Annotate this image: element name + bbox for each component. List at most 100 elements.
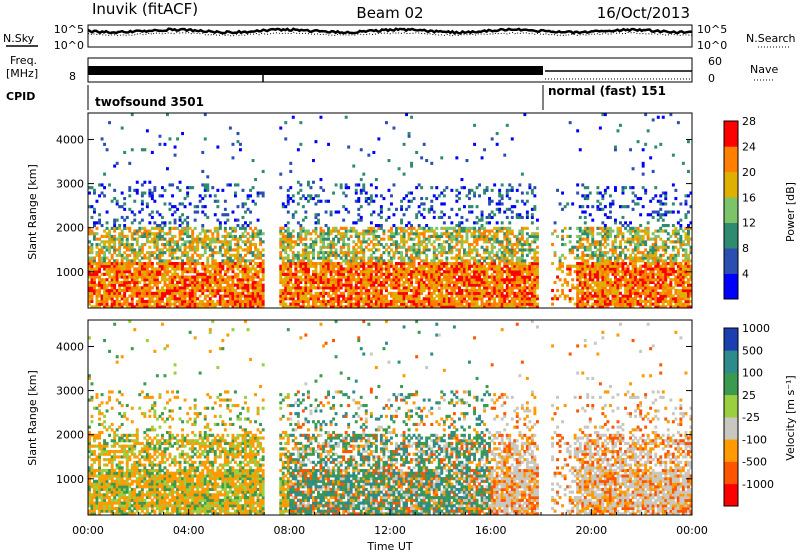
radar-cell bbox=[342, 259, 346, 263]
radar-cell bbox=[576, 291, 580, 295]
radar-cell bbox=[588, 294, 592, 298]
radar-cell bbox=[400, 289, 404, 293]
radar-cell bbox=[364, 272, 368, 276]
freq-label-1: Freq. bbox=[10, 54, 37, 67]
radar-cell bbox=[301, 229, 305, 233]
radar-cell bbox=[591, 240, 595, 244]
radar-cell bbox=[528, 234, 532, 239]
radar-cell bbox=[133, 218, 137, 222]
radar-cell bbox=[495, 234, 499, 239]
radar-cell bbox=[299, 297, 303, 301]
radar-cell bbox=[249, 302, 253, 306]
radar-cell bbox=[407, 245, 411, 249]
radar-cell bbox=[289, 275, 293, 279]
radar-cell bbox=[364, 270, 368, 274]
radar-cell bbox=[468, 262, 471, 266]
radar-cell bbox=[536, 262, 539, 266]
radar-cell bbox=[460, 272, 464, 276]
radar-cell bbox=[591, 243, 595, 247]
radar-cell bbox=[475, 291, 479, 295]
radar-cell bbox=[143, 278, 147, 282]
radar-cell bbox=[445, 272, 449, 276]
radar-cell bbox=[551, 232, 555, 236]
radar-cell bbox=[291, 259, 295, 263]
radar-cell bbox=[100, 245, 104, 249]
radar-cell bbox=[93, 286, 96, 290]
radar-cell bbox=[440, 226, 444, 230]
radar-cell bbox=[488, 253, 492, 257]
radar-cell bbox=[468, 264, 471, 268]
radar-cell bbox=[294, 302, 298, 306]
radar-cell bbox=[578, 215, 582, 220]
radar-cell bbox=[286, 275, 290, 279]
radar-cell bbox=[359, 305, 363, 309]
radar-cell bbox=[415, 234, 419, 239]
radar-cell bbox=[523, 283, 527, 287]
radar-cell bbox=[208, 264, 212, 268]
radar-cell bbox=[591, 267, 595, 271]
radar-cell bbox=[553, 229, 557, 233]
radar-cell bbox=[213, 280, 217, 285]
radar-cell bbox=[596, 283, 600, 287]
radar-cell bbox=[261, 291, 265, 295]
radar-cell bbox=[415, 243, 419, 247]
radar-cell bbox=[588, 191, 592, 195]
radar-cell bbox=[110, 226, 114, 230]
radar-cell bbox=[478, 278, 482, 282]
radar-cell bbox=[377, 267, 381, 271]
radar-cell bbox=[518, 240, 522, 244]
radar-cell bbox=[191, 253, 195, 257]
radar-cell bbox=[93, 262, 96, 266]
radar-cell bbox=[155, 240, 159, 244]
radar-cell bbox=[385, 262, 388, 266]
radar-cell bbox=[256, 229, 260, 233]
radar-cell bbox=[601, 270, 605, 274]
radar-cell bbox=[173, 299, 177, 304]
radar-cell bbox=[256, 291, 260, 295]
radar-cell bbox=[458, 224, 461, 228]
radar-cell bbox=[473, 142, 477, 146]
radar-cell bbox=[231, 270, 235, 274]
radar-cell bbox=[203, 205, 207, 209]
radar-cell bbox=[314, 243, 318, 247]
radar-cell bbox=[354, 297, 358, 301]
radar-cell bbox=[561, 237, 565, 241]
radar-cell bbox=[586, 248, 590, 252]
radar-cell bbox=[135, 180, 139, 184]
radar-cell bbox=[377, 289, 381, 293]
radar-cell bbox=[211, 234, 215, 239]
radar-cell bbox=[218, 270, 222, 274]
radar-cell bbox=[498, 299, 502, 304]
radar-cell bbox=[405, 297, 409, 301]
radar-cell bbox=[568, 297, 572, 301]
radar-cell bbox=[173, 243, 177, 247]
radar-cell bbox=[435, 283, 439, 287]
radar-cell bbox=[153, 267, 157, 271]
radar-cell bbox=[490, 289, 494, 293]
radar-cell bbox=[450, 297, 454, 301]
radar-cell bbox=[291, 283, 295, 287]
radar-cell bbox=[367, 256, 371, 260]
radar-cell bbox=[191, 299, 195, 304]
radar-cell bbox=[596, 272, 600, 276]
radar-cell bbox=[201, 278, 205, 282]
radar-cell bbox=[334, 256, 338, 260]
radar-cell bbox=[495, 302, 499, 306]
radar-cell bbox=[143, 291, 147, 295]
radar-cell bbox=[234, 229, 237, 233]
radar-cell bbox=[251, 294, 255, 298]
radar-cell bbox=[395, 240, 398, 244]
radar-cell bbox=[475, 234, 479, 239]
radar-cell bbox=[432, 289, 436, 293]
radar-cell bbox=[558, 267, 562, 271]
radar-cell bbox=[284, 302, 288, 306]
radar-cell bbox=[281, 305, 285, 309]
radar-cell bbox=[536, 232, 539, 236]
radar-cell bbox=[279, 186, 283, 190]
radar-cell bbox=[432, 232, 436, 236]
radar-cell bbox=[201, 299, 205, 304]
radar-cell bbox=[191, 280, 195, 285]
radar-cell bbox=[369, 280, 373, 285]
radar-cell bbox=[133, 213, 137, 217]
radar-cell bbox=[279, 256, 283, 260]
